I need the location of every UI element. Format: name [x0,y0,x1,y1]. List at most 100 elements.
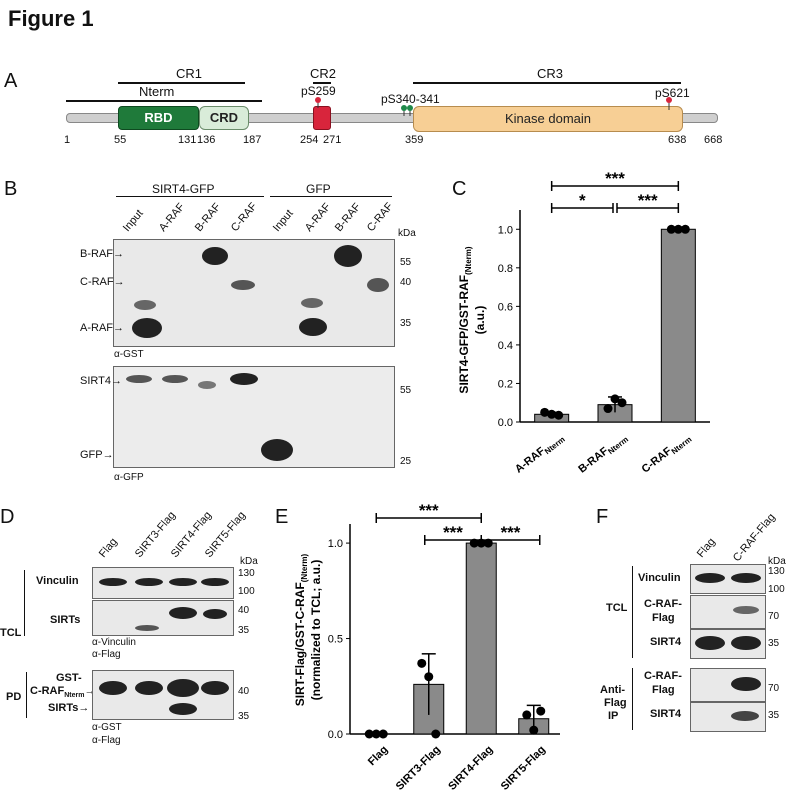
kda-value: 35 [238,625,250,636]
vinculin-label: Vinculin [36,575,79,587]
blot-band [695,573,725,583]
blot-band [731,677,761,691]
ip-label: Anti- [600,684,626,696]
x-category-label: SIRT5-Flag [499,744,548,793]
blot-band [231,280,255,290]
pd-label: PD [6,691,22,703]
blot-band [695,636,725,650]
kda-label: kDa [768,556,786,567]
kda-value: 40 [238,605,250,616]
data-point [540,407,550,417]
blot-band [731,573,761,583]
craf-label: Flag [652,612,675,624]
blot-band [301,298,323,308]
lane-label: B-RAF [332,201,364,234]
blot-band [731,636,761,650]
tcl-label: TCL [606,602,628,614]
lane-label: Input [120,207,146,234]
kda-value: 35 [768,710,780,721]
pos-359: 359 [405,134,424,146]
y-tick-label: 0.0 [498,417,513,429]
tcl-bracket [632,566,633,658]
y-tick-label: 0.8 [498,263,513,275]
data-point [371,729,381,739]
panel-letter-d: D [0,506,15,528]
kda-value: 130 [238,568,255,579]
blot-band [162,375,188,383]
f-ip-craf-blot [690,668,766,702]
blot-band [169,703,197,715]
data-point [529,725,539,735]
significance-label: *** [638,191,658,210]
kda-value: 40 [238,686,250,697]
marker-gfp: GFP→ [80,449,114,461]
antibody-label: α-GST [114,349,144,360]
x-category-label: SIRT4-Flag [446,744,495,793]
x-category-sub: Nterm [670,435,694,456]
data-point [522,710,532,720]
x-category-label: A-RAFNterm [513,431,567,477]
data-point [378,729,388,739]
pos-55: 55 [114,134,127,146]
bar [465,542,497,735]
y-axis-label-2: (normalized to TCL; a.u.) [309,560,323,701]
antibody-label: α-Flag [92,649,121,660]
lane-label: Flag [694,535,718,560]
marker-craf: C-RAF→ [80,276,125,288]
blot-band [99,681,127,695]
f-vinculin-blot [690,564,766,594]
kda-value: 55 [400,257,412,268]
gst-blot [113,239,395,347]
blot-band [261,439,293,461]
antibody-label: α-GFP [114,472,144,483]
f-craf-blot [690,595,766,629]
pos-668: 668 [704,134,723,146]
group-sirt4-gfp: SIRT4-GFP [152,182,215,196]
pos-254: 254 [300,134,319,146]
kda-value: 70 [768,611,780,622]
panel-letter-e: E [275,506,289,528]
data-point [364,729,374,739]
gst-label: GST- [56,672,82,684]
craf-label: C-RAF- [644,598,682,610]
cr3-line [413,82,681,84]
data-point [417,658,427,668]
y-tick-label: 0.5 [328,634,343,646]
x-category-sub: Nterm [606,435,630,456]
blot-band [169,578,197,586]
tcl-label: TCL [0,627,22,639]
blot-band [230,373,258,385]
kda-value: 100 [768,584,785,595]
blot-band [134,300,156,310]
blot-band [201,578,229,586]
kda-value: 70 [768,683,780,694]
antibody-label: α-GST [92,722,122,733]
chart-e: 0.00.51.0****** ***Flag SIRT3-Flag SIRT4-Fl… [293,501,560,793]
group-gfp: GFP [306,182,331,196]
cr2-label: CR2 [310,66,337,81]
x-category-label: SIRT3-Flag [394,744,443,793]
y-axis-unit: (a.u.) [473,306,487,335]
x-category-sub: Nterm [543,435,567,456]
pos-1: 1 [64,134,71,146]
kda-label: kDa [398,228,416,239]
lane-label: Input [270,207,296,234]
vinculin-label: Vinculin [638,572,681,584]
pd-bracket [26,672,27,718]
ps259-pin-icon [315,97,321,108]
ip-label: IP [608,710,619,722]
y-tick-label: 1.0 [498,224,513,236]
lane-label: C-RAF [364,200,396,234]
f-ip-sirt4-blot [690,702,766,732]
ps340-pin-icon [401,105,413,116]
kda-value: 55 [400,385,412,396]
y-tick-label: 0.0 [328,729,343,741]
cr1-line [118,82,245,84]
significance-label: *** [419,501,439,520]
craf-label: Flag [652,684,675,696]
blot-band [201,681,229,695]
data-point [673,224,683,234]
antibody-label: α-Flag [92,735,121,746]
panel-letter-a: A [4,70,18,92]
ps621-pin-icon [666,97,672,110]
